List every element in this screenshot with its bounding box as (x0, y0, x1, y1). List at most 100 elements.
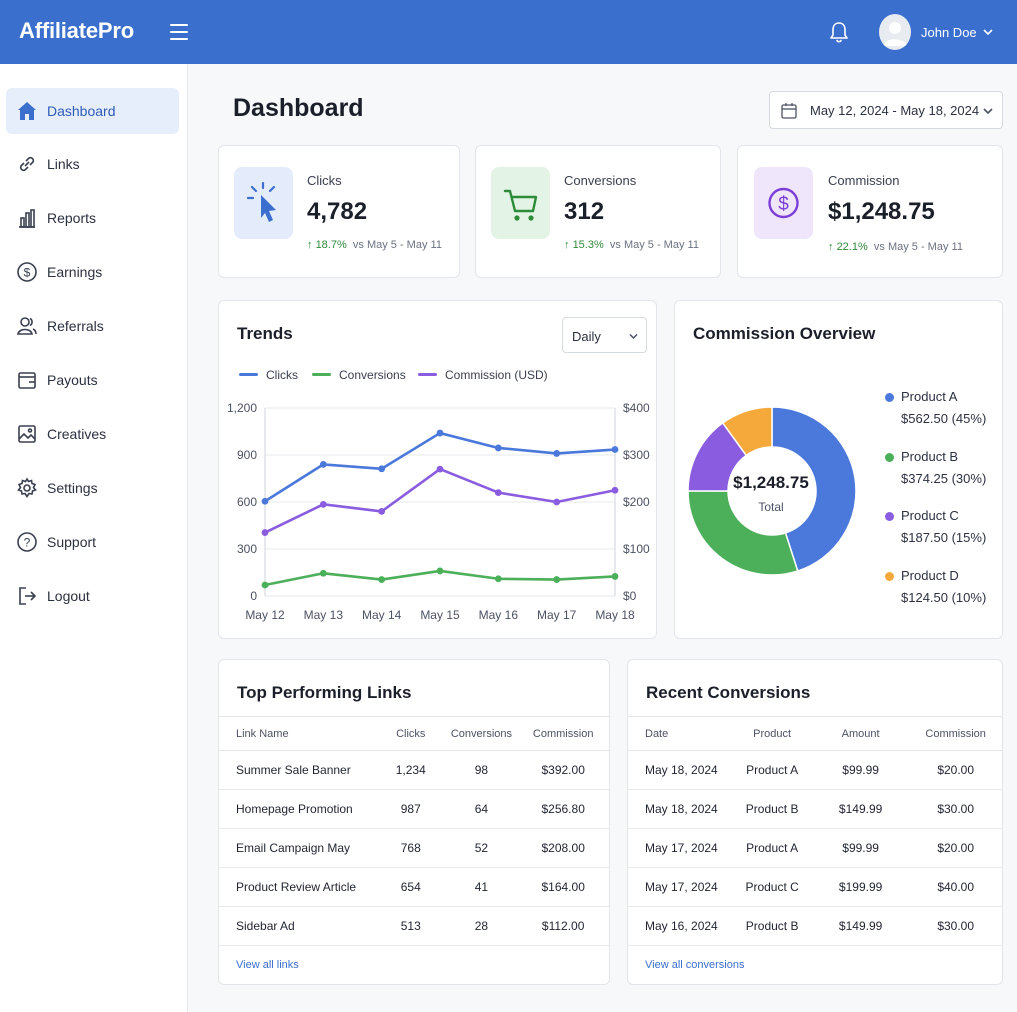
pie-legend-value: $187.50 (15%) (901, 530, 987, 545)
legend-commission[interactable]: Commission (USD) (418, 368, 548, 382)
view-all-links-link[interactable]: View all links (236, 959, 299, 971)
table-row[interactable]: May 18, 2024 Product A $99.99 $20.00 (628, 750, 1002, 790)
y-left-tick-label: 1,200 (227, 401, 257, 415)
x-tick-label: May 14 (362, 608, 402, 622)
table-cell: 654 (376, 867, 446, 907)
brand-logo[interactable]: AffiliatePro (19, 18, 134, 43)
table-cell: 64 (445, 789, 518, 829)
table-cell: Product A (732, 750, 812, 790)
table-row[interactable]: May 18, 2024 Product B $149.99 $30.00 (628, 789, 1002, 829)
sidebar-item-creatives[interactable]: Creatives (6, 411, 179, 457)
table-cell: 1,234 (376, 750, 446, 790)
gear-icon (17, 477, 37, 498)
chevron-down-icon[interactable] (983, 28, 993, 36)
interval-select[interactable]: Daily (562, 317, 647, 353)
view-all-conversions-link[interactable]: View all conversions (645, 959, 745, 971)
bell-icon[interactable] (828, 20, 850, 44)
table-row[interactable]: May 17, 2024 Product A $99.99 $20.00 (628, 828, 1002, 868)
y-left-tick-label: 900 (237, 448, 257, 462)
table-cell: $99.99 (811, 828, 910, 868)
sidebar-item-support[interactable]: ? Support (6, 519, 179, 565)
stat-card-clicks: Clicks 4,782 ↑ 18.7% vs May 5 - May 11 (218, 145, 460, 278)
data-point-clicks (494, 444, 502, 452)
table-row[interactable]: May 17, 2024 Product C $199.99 $40.00 (628, 867, 1002, 907)
column-header[interactable]: Commission (517, 716, 609, 751)
table-cell: $112.00 (517, 906, 609, 946)
recent-conversions-title: Recent Conversions (646, 683, 811, 702)
arrow-up-icon: ↑ (307, 239, 313, 251)
data-point-clicks (436, 429, 444, 437)
stat-label: Clicks (307, 173, 342, 188)
table-cell: Product B (732, 789, 812, 829)
sidebar-item-dashboard[interactable]: Dashboard (6, 88, 179, 134)
column-header[interactable]: Amount (811, 716, 910, 751)
column-header[interactable]: Date (628, 716, 733, 751)
table-cell: 513 (376, 906, 446, 946)
table-row[interactable]: Homepage Promotion 987 64 $256.80 (219, 789, 609, 829)
sidebar-item-earnings[interactable]: $ Earnings (6, 249, 179, 295)
table-cell: $99.99 (811, 750, 910, 790)
data-point-clicks (553, 450, 561, 457)
sidebar-item-label: Earnings (47, 264, 103, 280)
column-header[interactable]: Product (732, 716, 812, 751)
sidebar-item-settings[interactable]: Settings (6, 465, 179, 511)
legend-clicks[interactable]: Clicks (239, 368, 298, 382)
svg-text:$: $ (24, 266, 31, 280)
table-cell: 98 (445, 750, 518, 790)
page-title: Dashboard (233, 94, 364, 122)
legend-conversions[interactable]: Conversions (312, 368, 406, 382)
table-row[interactable]: Email Campaign May 768 52 $208.00 (219, 828, 609, 868)
y-left-tick-label: 300 (237, 542, 257, 556)
table-cell: May 18, 2024 (628, 750, 733, 790)
trends-title: Trends (237, 324, 293, 343)
cart-icon (491, 167, 550, 239)
x-tick-label: May 17 (537, 608, 577, 622)
table-cell: Product B (732, 906, 812, 946)
stat-label: Conversions (564, 173, 637, 188)
column-header[interactable]: Conversions (445, 716, 518, 751)
delta-compare: vs May 5 - May 11 (609, 239, 699, 251)
table-cell: $30.00 (909, 789, 1002, 829)
recent-conversions-card: Recent Conversions Date Product Amount C… (627, 659, 1003, 985)
link-icon (19, 156, 35, 172)
data-point-conversions (319, 569, 327, 577)
pie-slice-product-b[interactable] (687, 490, 799, 576)
menu-icon[interactable] (170, 24, 188, 40)
column-header[interactable]: Clicks (376, 716, 446, 751)
x-tick-label: May 18 (595, 608, 635, 622)
table-cell: $20.00 (909, 750, 1002, 790)
sidebar-item-label: Dashboard (47, 103, 116, 119)
sidebar-item-links[interactable]: Links (6, 141, 179, 187)
calendar-icon (781, 103, 797, 119)
donut-total-label: Total (758, 500, 784, 514)
data-point-conversions (611, 573, 619, 580)
data-point-commission-usd (553, 498, 561, 506)
avatar[interactable] (879, 14, 911, 50)
column-header[interactable]: Commission (909, 716, 1002, 751)
sidebar-item-reports[interactable]: Reports (6, 195, 179, 241)
sidebar-item-referrals[interactable]: Referrals (6, 303, 179, 349)
data-point-conversions (494, 575, 502, 583)
data-point-clicks (319, 461, 327, 468)
date-range-picker[interactable]: May 12, 2024 - May 18, 2024 (769, 91, 1003, 129)
pie-slice-product-d[interactable] (721, 406, 773, 457)
date-range-value: May 12, 2024 - May 18, 2024 (810, 103, 980, 118)
table-row[interactable]: May 16, 2024 Product B $149.99 $30.00 (628, 906, 1002, 946)
table-cell: Product A (732, 828, 812, 868)
user-name[interactable]: John Doe (921, 25, 977, 40)
y-right-tick-label: $0 (623, 589, 637, 603)
svg-text:?: ? (24, 536, 31, 550)
pie-slice-product-a[interactable] (771, 406, 857, 572)
data-point-commission-usd (494, 489, 502, 496)
table-row[interactable]: Product Review Article 654 41 $164.00 (219, 867, 609, 907)
table-row[interactable]: Sidebar Ad 513 28 $112.00 (219, 906, 609, 946)
sidebar-item-label: Settings (47, 480, 98, 496)
stat-delta: ↑ 18.7% vs May 5 - May 11 (307, 239, 442, 251)
table-row[interactable]: Summer Sale Banner 1,234 98 $392.00 (219, 750, 609, 790)
column-header[interactable]: Link Name (219, 716, 376, 751)
sidebar-item-payouts[interactable]: Payouts (6, 357, 179, 403)
table-cell: 41 (445, 867, 518, 907)
stat-value: $1,248.75 (828, 198, 935, 225)
data-point-commission-usd (378, 508, 386, 515)
sidebar-item-logout[interactable]: Logout (6, 573, 179, 619)
